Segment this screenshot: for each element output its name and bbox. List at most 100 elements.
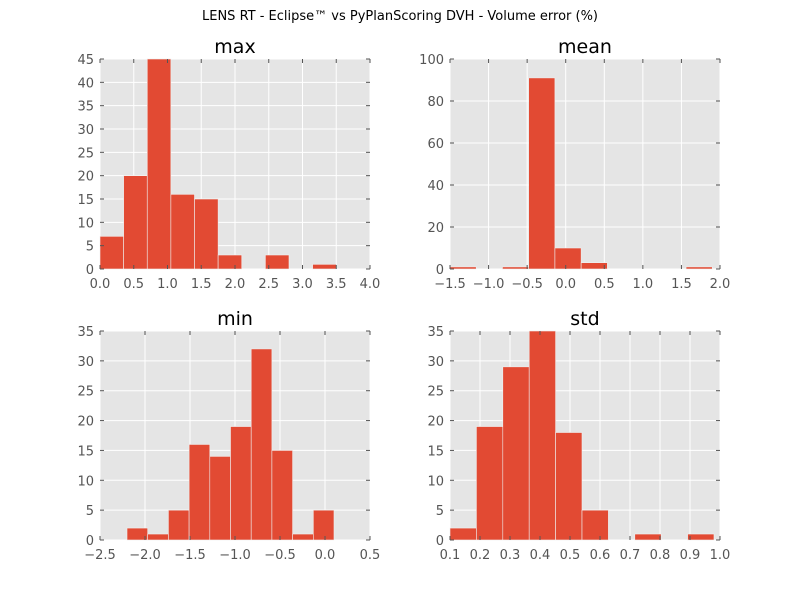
- y-tick-label: 35: [77, 100, 94, 115]
- y-tick-label: 30: [77, 355, 94, 370]
- y-tick-label: 15: [427, 444, 444, 459]
- x-tick-label: 2.0: [225, 277, 246, 292]
- y-tick-label: 45: [77, 53, 94, 68]
- x-tick-label: 0.5: [560, 548, 581, 563]
- histogram-bar: [555, 432, 583, 541]
- plot-area: [450, 59, 720, 269]
- histogram-bar: [230, 426, 252, 541]
- x-tick-label: 0.5: [123, 277, 144, 292]
- x-tick-label: 0.8: [650, 548, 671, 563]
- figure-title: LENS RT - Eclipse™ vs PyPlanScoring DVH …: [202, 9, 598, 24]
- panel-title: std: [570, 308, 599, 330]
- y-tick-label: 100: [419, 53, 444, 68]
- x-tick-label: 0.6: [590, 548, 611, 563]
- y-tick-label: 25: [77, 146, 94, 161]
- histogram-bar: [168, 509, 190, 541]
- x-tick-label: 2.0: [710, 277, 731, 292]
- y-tick-label: 20: [77, 170, 94, 185]
- x-tick-label: 1.5: [191, 277, 212, 292]
- histogram-bar: [449, 527, 477, 541]
- histogram-bar: [687, 533, 715, 541]
- y-tick-label: 5: [436, 504, 444, 519]
- x-tick-label: 0.3: [500, 548, 521, 563]
- histogram-bar: [265, 254, 290, 270]
- y-tick-label: 80: [427, 95, 444, 110]
- y-tick-label: 60: [427, 137, 444, 152]
- histogram-bar: [250, 348, 273, 541]
- y-tick-label: 25: [427, 385, 444, 400]
- histogram-bar: [528, 77, 556, 270]
- histogram-bar: [170, 194, 195, 270]
- y-tick-label: 35: [427, 325, 444, 340]
- y-tick-label: 0: [436, 534, 444, 549]
- y-tick-label: 0: [436, 263, 444, 278]
- x-tick-label: 0.7: [620, 548, 641, 563]
- x-tick-label: −0.5: [264, 548, 296, 563]
- histogram-bar: [146, 58, 172, 270]
- x-tick-label: −1.5: [434, 277, 466, 292]
- y-tick-label: 10: [77, 474, 94, 489]
- panel-mean: −1.5 −1.0 −0.5 0.0 0.5 1.0 1.5 2.0 0 20 40 60 80 100 m…: [419, 36, 730, 292]
- histogram-bar: [312, 509, 335, 541]
- x-tick-label: −2.5: [84, 548, 116, 563]
- x-tick-label: 1.0: [633, 277, 654, 292]
- y-tick-label: 20: [427, 221, 444, 236]
- histogram-bar: [685, 266, 713, 270]
- x-tick-label: 3.5: [326, 277, 347, 292]
- x-tick-label: −1.0: [473, 277, 505, 292]
- panel-std: 0.1 0.2 0.3 0.4 0.5 0.6 0.7 0.8 0.9 1.0 0 5 10 15 20 25…: [427, 308, 730, 563]
- x-tick-label: 1.5: [671, 277, 692, 292]
- histogram-bar: [188, 444, 211, 541]
- histogram-bar: [271, 450, 293, 541]
- panel-title: mean: [558, 36, 612, 58]
- histogram-bar: [502, 366, 530, 541]
- x-tick-label: 0.0: [90, 277, 111, 292]
- x-tick-label: −1.5: [174, 548, 206, 563]
- panel-min: −2.5 −2.0 −1.5 −1.0 −0.5 0.0 0.5 0 5 10 15 20 25 30 35…: [77, 308, 380, 563]
- y-tick-label: 0: [86, 534, 94, 549]
- histogram-bar: [147, 533, 169, 541]
- histogram-bar: [502, 266, 529, 270]
- y-tick-label: 15: [77, 193, 94, 208]
- x-tick-label: 2.5: [258, 277, 279, 292]
- histogram-bar: [476, 426, 504, 541]
- histogram-bar: [292, 533, 314, 541]
- histogram-bar: [554, 247, 582, 270]
- x-tick-label: 0.1: [440, 548, 461, 563]
- y-tick-label: 30: [427, 355, 444, 370]
- x-tick-label: 0.5: [360, 548, 381, 563]
- x-tick-label: −1.0: [219, 548, 251, 563]
- x-tick-label: −2.0: [129, 548, 161, 563]
- x-tick-label: 0.9: [680, 548, 701, 563]
- x-tick-label: 1.0: [710, 548, 731, 563]
- x-tick-label: −0.5: [511, 277, 543, 292]
- panel-max: 0.0 0.5 1.0 1.5 2.0 2.5 3.0 3.5 4.0 0 5 10 15 20 25 30 3…: [77, 36, 380, 292]
- histogram-bar: [209, 456, 231, 541]
- histogram-bar: [217, 254, 243, 270]
- histogram-bar: [634, 533, 662, 541]
- y-tick-label: 20: [77, 415, 94, 430]
- histogram-bar: [312, 264, 337, 270]
- y-tick-label: 35: [77, 325, 94, 340]
- x-tick-label: 0.0: [555, 277, 576, 292]
- y-tick-label: 25: [77, 385, 94, 400]
- y-tick-label: 15: [77, 444, 94, 459]
- y-tick-label: 5: [86, 240, 94, 255]
- y-tick-label: 0: [86, 263, 94, 278]
- x-tick-label: 0.4: [530, 548, 551, 563]
- x-tick-label: 0.0: [315, 548, 336, 563]
- histogram-bar: [528, 330, 556, 541]
- x-tick-label: 3.0: [292, 277, 313, 292]
- panel-title: max: [214, 36, 255, 58]
- x-tick-label: 0.5: [594, 277, 615, 292]
- panel-title: min: [217, 308, 253, 330]
- y-tick-label: 20: [427, 415, 444, 430]
- histogram-bar: [580, 262, 608, 270]
- histogram-bar: [194, 198, 219, 270]
- x-tick-label: 0.2: [470, 548, 491, 563]
- y-tick-label: 30: [77, 123, 94, 138]
- histogram-bar: [99, 236, 124, 270]
- y-tick-label: 10: [427, 474, 444, 489]
- y-tick-label: 10: [77, 216, 94, 231]
